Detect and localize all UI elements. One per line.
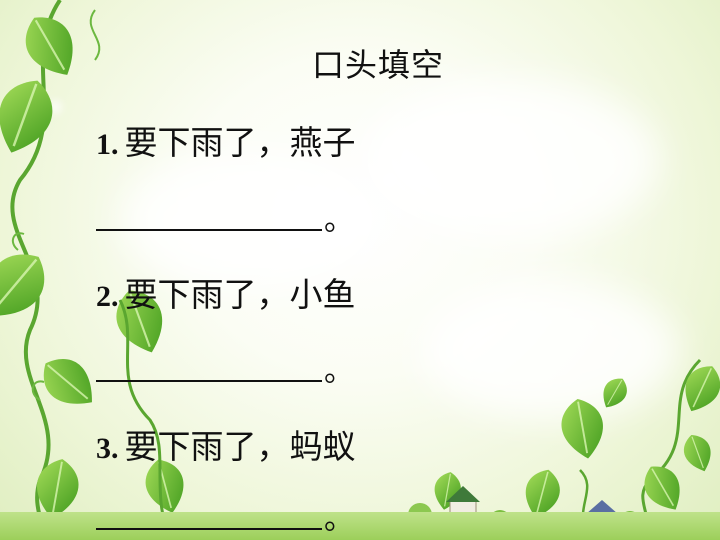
question-1: 1. 要下雨了，燕子: [96, 116, 356, 164]
question-number: 2.: [96, 280, 119, 313]
blank-line: [96, 229, 322, 231]
blank-line: [96, 380, 322, 382]
page-title: 口头填空: [312, 46, 445, 84]
answer-blank-3: 。: [96, 494, 354, 537]
answer-blank-2: 。: [96, 346, 354, 389]
blank-line: [96, 528, 322, 530]
full-stop: 。: [324, 502, 354, 537]
question-number: 1.: [96, 128, 119, 161]
question-2: 2. 要下雨了，小鱼: [96, 268, 356, 316]
question-text: 要下雨了，燕子: [124, 123, 356, 162]
question-text: 要下雨了，蚂蚁: [124, 427, 356, 466]
question-number: 3.: [96, 432, 119, 465]
question-3: 3. 要下雨了，蚂蚁: [96, 420, 356, 468]
question-text: 要下雨了，小鱼: [124, 275, 356, 314]
answer-blank-1: 。: [96, 195, 354, 238]
cloud: [360, 80, 660, 240]
bokeh-light: [380, 170, 400, 190]
full-stop: 。: [324, 203, 354, 238]
cloud: [420, 280, 680, 420]
full-stop: 。: [324, 354, 354, 389]
cloud: [120, 150, 380, 290]
grass-ground: [0, 512, 720, 540]
